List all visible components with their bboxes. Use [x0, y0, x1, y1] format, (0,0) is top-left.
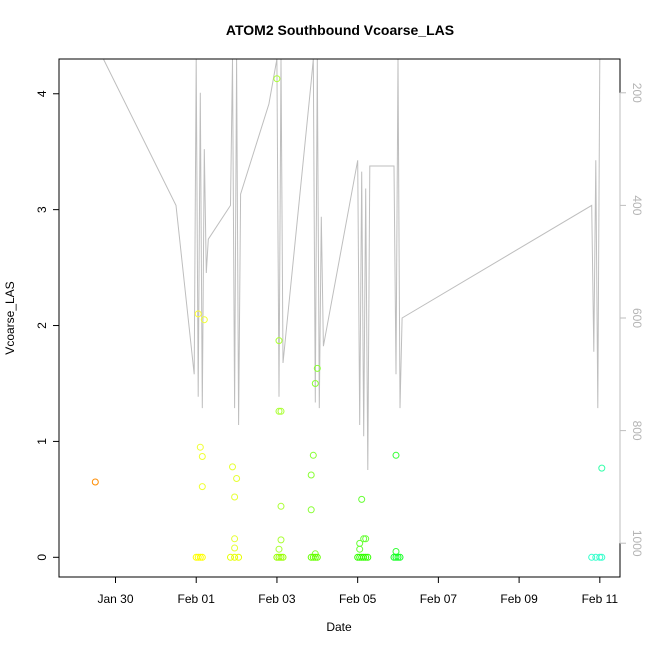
data-point [229, 463, 236, 471]
data-point [360, 535, 368, 543]
x-tick-label: Feb 09 [500, 592, 538, 606]
y-tick-label: 1 [35, 438, 49, 445]
data-point [307, 471, 315, 479]
data-points [91, 75, 606, 561]
data-point [200, 316, 208, 324]
depth-line [102, 58, 601, 471]
data-point [279, 553, 287, 561]
y-tick-label: 2 [35, 322, 49, 329]
data-point [231, 535, 239, 543]
data-point [231, 493, 239, 501]
data-point [196, 443, 204, 451]
data-point [233, 475, 241, 482]
data-point [273, 75, 281, 83]
data-point [311, 553, 319, 561]
x-tick-label: Feb 11 [582, 592, 619, 606]
data-point [275, 337, 283, 345]
data-point [313, 364, 321, 372]
y-axis-label: Vcoarse_LAS [3, 281, 17, 354]
data-point [364, 553, 372, 561]
data-point [307, 506, 315, 514]
depth-series [102, 58, 601, 471]
data-point [231, 544, 239, 552]
data-point [91, 478, 99, 486]
data-point [277, 536, 285, 544]
plot-frame [58, 58, 621, 578]
data-point [313, 553, 321, 561]
data-point [194, 310, 202, 318]
data-point [198, 483, 206, 491]
data-point [392, 553, 400, 561]
data-point [598, 553, 606, 561]
data-point [277, 407, 285, 415]
y-axis: 0 1 2 3 4 [35, 90, 60, 561]
x-axis: Jan 30 Feb 01 Feb 03 Feb 05 Feb 07 Feb 09 Feb … [97, 576, 619, 606]
data-point [588, 553, 596, 561]
data-point [196, 553, 204, 561]
data-point [277, 502, 285, 510]
data-point [360, 553, 368, 561]
data-point [356, 545, 364, 553]
x-tick-label: Feb 03 [258, 592, 296, 606]
data-point [227, 553, 234, 561]
x-tick-label: Jan 30 [97, 592, 133, 606]
data-point [309, 553, 317, 561]
data-point [235, 553, 243, 561]
data-point [362, 535, 370, 543]
data-point [596, 553, 604, 561]
data-point [198, 553, 206, 561]
data-point [275, 553, 283, 561]
data-point [231, 553, 239, 561]
right-tick-label: 800 [630, 421, 644, 441]
right-tick-label: 600 [630, 308, 644, 328]
right-tick-label: 200 [630, 83, 644, 103]
data-point [392, 548, 400, 555]
data-point [194, 553, 202, 561]
data-point [598, 464, 606, 472]
x-tick-label: Feb 01 [178, 592, 216, 606]
y-tick-label: 4 [35, 90, 49, 97]
x-tick-label: Feb 07 [420, 592, 458, 606]
data-point [394, 553, 402, 561]
data-point [198, 453, 206, 460]
data-point [392, 451, 400, 459]
right-tick-label: 1000 [630, 530, 644, 557]
x-tick-label: Feb 05 [339, 592, 377, 606]
y-tick-label: 3 [35, 206, 49, 213]
data-point [311, 550, 319, 558]
data-point [311, 380, 319, 387]
data-point [362, 553, 370, 561]
data-point [358, 495, 366, 503]
data-point [309, 451, 317, 459]
data-point [275, 407, 283, 415]
data-point [396, 553, 404, 561]
right-tick-label: 400 [630, 195, 644, 215]
right-axis: 200 400 600 800 1000 [619, 83, 644, 557]
data-point [275, 545, 283, 553]
x-axis-label: Date [326, 620, 352, 634]
y-tick-label: 0 [35, 554, 49, 561]
data-point [277, 553, 285, 561]
chart-title: ATOM2 Southbound Vcoarse_LAS [226, 22, 454, 38]
